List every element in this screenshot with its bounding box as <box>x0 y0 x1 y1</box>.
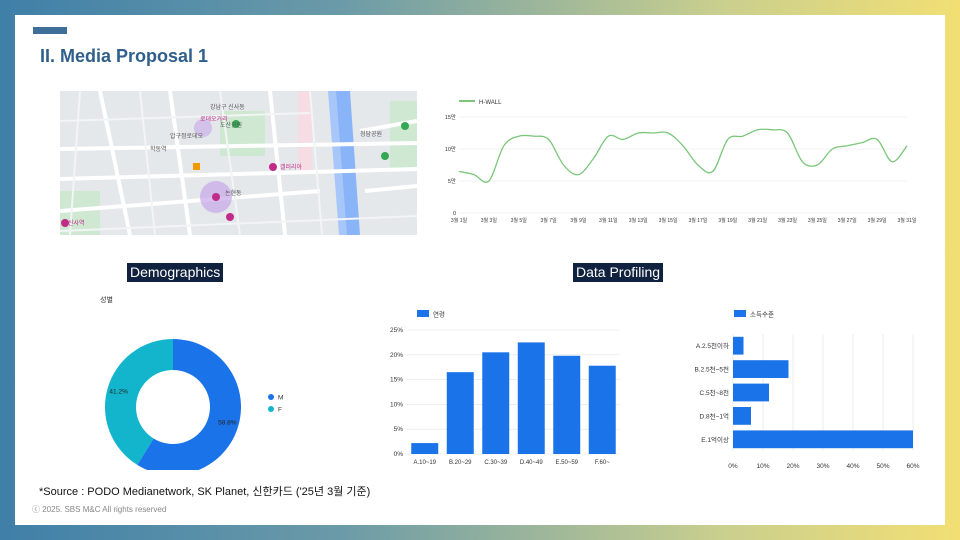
location-map: 강남구 신사동 로데오거리 압구정로데오 학동역 청담공원 도산공원 논현동 갤… <box>60 91 417 235</box>
page-title: II. Media Proposal 1 <box>40 46 209 66</box>
legend-swatch <box>268 406 274 412</box>
x-tick-label: B.20~29 <box>449 460 472 466</box>
map-label: 청담공원 <box>360 130 382 138</box>
x-tick-label: F.60~ <box>595 460 610 466</box>
bar <box>553 355 581 454</box>
bar <box>482 352 510 454</box>
title-accent-bar <box>33 27 67 34</box>
source-note: *Source : PODO Medianetwork, SK Planet, … <box>39 486 371 498</box>
x-tick-label: 3월 11일 <box>599 217 618 224</box>
age-bar-chart: 연령 0% 5% 10% 15% 20% 25% A.10~19 B.20~29 C.30~39 D… <box>390 310 620 466</box>
y-tick-label: 5만 <box>448 177 456 185</box>
chart-title: 성별 <box>100 295 113 304</box>
x-tick-label: 20% <box>786 463 799 468</box>
legend-label: M <box>278 395 283 402</box>
x-tick-label: 3월 9일 <box>570 217 587 224</box>
y-tick-label: 15% <box>390 377 403 384</box>
y-tick-label: 5% <box>394 426 404 433</box>
demographics-heading: Demographics <box>127 263 224 282</box>
y-tick-label: 10만 <box>445 145 456 153</box>
line-chart: H-WALL 0 5만 10만 15만 3월 1일 3월 3일 3월 5일 3월 7일 3월 9일… <box>445 100 917 224</box>
map-label: 논현동 <box>225 189 242 197</box>
legend-swatch <box>268 394 274 400</box>
map-label: 로데오거리 <box>200 115 228 123</box>
x-tick-label: C.30~39 <box>484 460 508 466</box>
x-tick-label: 3월 23일 <box>778 217 797 224</box>
map-label: 압구정로데오 <box>170 132 204 140</box>
x-tick-label: 3월 5일 <box>511 217 528 224</box>
x-tick-label: 3월 17일 <box>688 217 707 224</box>
map-label: 학동역 <box>150 145 167 153</box>
x-tick-label: 3월 1일 <box>451 217 468 224</box>
y-tick-label: 0 <box>453 211 456 217</box>
x-tick-label: 3월 15일 <box>659 217 678 224</box>
map-label: 신사역 <box>68 219 85 227</box>
x-tick-label: 0% <box>728 463 738 468</box>
y-tick-label: C.5천~8천 <box>700 388 730 397</box>
bar <box>733 360 789 378</box>
x-tick-label: D.40~49 <box>520 460 544 466</box>
x-tick-label: 3월 13일 <box>629 217 648 224</box>
income-bar-chart: 소득수준 0% 10% 20% 30% 40% 50% 60% A.2.5천이하 B.2.5천~5… <box>694 310 920 468</box>
y-tick-label: 20% <box>390 352 403 359</box>
copyright-text: ⓒ 2025. SBS M&C All rights reserved <box>32 505 167 514</box>
slice-value-label: 58.8% <box>218 419 237 426</box>
bar <box>733 407 751 425</box>
x-tick-label: 40% <box>846 463 859 468</box>
x-tick-label: 3월 29일 <box>868 217 887 224</box>
y-tick-label: B.2.5천~5천 <box>694 365 729 374</box>
legend-label: 소득수준 <box>750 311 774 319</box>
donut-slice-f <box>104 339 173 465</box>
x-tick-label: 60% <box>906 463 919 468</box>
bar <box>733 430 913 449</box>
bar <box>588 365 616 454</box>
y-tick-label: E.1억이상 <box>701 435 729 444</box>
legend-swatch <box>734 310 746 317</box>
legend-label: F <box>278 407 282 414</box>
data-profiling-heading: Data Profiling <box>573 263 664 282</box>
map-label: 갤러리아 <box>280 163 303 171</box>
x-tick-label: 30% <box>816 463 829 468</box>
x-tick-label: E.50~59 <box>555 460 578 466</box>
x-tick-label: 3월 27일 <box>838 217 857 224</box>
line-series-hwall <box>458 128 908 183</box>
bar <box>733 383 769 402</box>
legend-label: 연령 <box>433 311 445 319</box>
gender-donut-chart: 성별 58.8% 41.2% MF <box>100 295 283 470</box>
donut-slice-m <box>137 339 241 470</box>
slice-value-label: 41.2% <box>109 389 128 396</box>
x-tick-label: 3월 7일 <box>541 217 558 224</box>
x-tick-label: 3월 25일 <box>808 217 827 224</box>
x-tick-label: 50% <box>876 463 889 468</box>
y-tick-label: 25% <box>390 327 403 334</box>
x-tick-label: A.10~19 <box>413 460 436 466</box>
bar <box>411 443 439 454</box>
legend-swatch <box>417 310 429 317</box>
y-tick-label: D.8천~1억 <box>700 411 730 420</box>
bar <box>517 342 545 454</box>
y-tick-label: 0% <box>394 451 404 458</box>
slide: II. Media Proposal 1 <box>15 15 945 525</box>
y-tick-label: 10% <box>390 401 403 408</box>
bar <box>446 372 474 454</box>
y-tick-label: 15만 <box>445 113 456 121</box>
map-label: 강남구 신사동 <box>210 103 245 111</box>
x-tick-label: 10% <box>756 463 769 468</box>
x-tick-label: 3월 19일 <box>718 217 737 224</box>
bar <box>733 336 744 355</box>
x-tick-label: 3월 3일 <box>481 217 498 224</box>
y-tick-label: A.2.5천이하 <box>696 341 729 350</box>
map-label: 도산공원 <box>220 121 242 129</box>
x-tick-label: 3월 21일 <box>748 217 767 224</box>
legend-label: H-WALL <box>479 100 502 106</box>
x-tick-label: 3월 31일 <box>898 217 917 224</box>
